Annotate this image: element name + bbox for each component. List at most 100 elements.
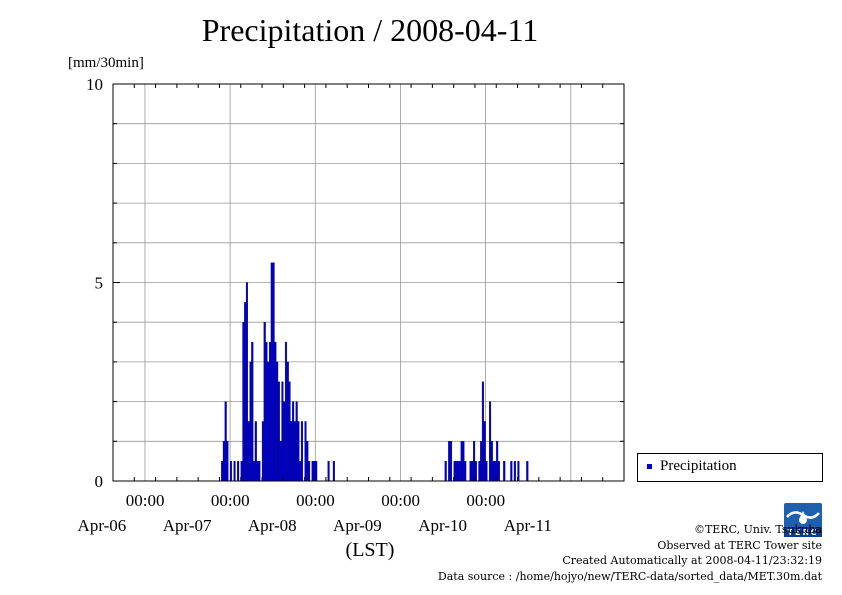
observation-site-text: Observed at TERC Tower site bbox=[657, 538, 822, 552]
precipitation-bar bbox=[293, 421, 296, 482]
created-timestamp-text: Created Automatically at 2008-04-11/23:3… bbox=[562, 554, 822, 567]
legend-swatch bbox=[647, 464, 652, 469]
precipitation-bar bbox=[526, 460, 529, 482]
precipitation-bar bbox=[313, 460, 316, 482]
precipitation-bar bbox=[261, 421, 264, 482]
y-tick-label: 5 bbox=[95, 274, 104, 293]
precipitation-bar bbox=[481, 381, 484, 482]
y-axis-unit: [mm/30min] bbox=[68, 55, 144, 71]
legend-label: Precipitation bbox=[660, 458, 737, 474]
precipitation-bar bbox=[256, 460, 259, 482]
precipitation-bar bbox=[226, 441, 229, 482]
svg-text:TERC: TERC bbox=[788, 528, 819, 537]
x-date-label: Apr-09 bbox=[333, 516, 382, 535]
x-axis-label: (LST) bbox=[346, 539, 395, 561]
precipitation-bar bbox=[251, 341, 254, 482]
precipitation-bar bbox=[292, 401, 295, 482]
x-date-label: Apr-08 bbox=[248, 516, 297, 535]
precipitation-bar bbox=[315, 460, 318, 482]
precipitation-bar bbox=[258, 460, 261, 482]
precipitation-bar bbox=[308, 460, 311, 482]
precipitation-bar bbox=[233, 460, 236, 482]
precipitation-bar bbox=[270, 262, 273, 482]
precipitation-bar bbox=[332, 460, 335, 482]
precipitation-bar bbox=[224, 401, 227, 482]
precipitation-bar bbox=[455, 460, 458, 482]
x-time-label: 00:00 bbox=[126, 491, 165, 510]
legend: Precipitation bbox=[637, 453, 823, 482]
copyright-text: ©TERC, Univ. Tsukuba bbox=[693, 523, 822, 536]
precipitation-bar bbox=[254, 421, 257, 482]
precipitation-bar bbox=[304, 421, 307, 482]
chart-title: Precipitation / 2008-04-11 bbox=[201, 12, 539, 48]
precipitation-bar bbox=[496, 441, 499, 482]
precipitation-bar bbox=[449, 441, 453, 482]
precipitation-bar bbox=[279, 441, 282, 482]
y-tick-label: 0 bbox=[95, 472, 104, 491]
precipitation-bar bbox=[297, 421, 300, 482]
y-tick-label: 10 bbox=[86, 75, 103, 94]
precipitation-bar bbox=[458, 460, 461, 482]
precipitation-bar bbox=[237, 460, 240, 482]
precipitation-bar bbox=[242, 322, 245, 482]
precipitation-bar bbox=[286, 361, 289, 482]
x-date-label: Apr-11 bbox=[504, 516, 552, 535]
precipitation-bar bbox=[457, 460, 460, 482]
precipitation-bar bbox=[448, 441, 451, 482]
precipitation-bar bbox=[489, 401, 492, 482]
precipitation-bar bbox=[460, 441, 463, 482]
precipitation-bar bbox=[283, 401, 286, 482]
precipitation-bar bbox=[492, 460, 495, 482]
terc-logo: TERC bbox=[784, 503, 822, 537]
precipitation-bar bbox=[253, 460, 256, 482]
precipitation-bar bbox=[274, 341, 277, 482]
precipitation-bar bbox=[473, 441, 476, 482]
precipitation-bar bbox=[263, 322, 266, 482]
precipitation-bar bbox=[510, 460, 513, 482]
axis-labels: 0 5 10 00:00 00:00 00:00 00:00 00:00 Apr-06 Apr-0… bbox=[78, 75, 552, 561]
precipitation-bar bbox=[244, 302, 247, 482]
data-source-text: Data source : /home/hojyo/new/TERC-data/… bbox=[437, 569, 822, 583]
precipitation-bar bbox=[327, 460, 330, 482]
precipitation-bar bbox=[471, 460, 474, 482]
precipitation-bar bbox=[478, 460, 481, 482]
precipitation-bar bbox=[497, 460, 500, 482]
precipitation-bar bbox=[483, 421, 486, 482]
axis-ticks bbox=[112, 83, 625, 482]
precipitation-bar bbox=[284, 341, 288, 482]
precipitation-bar bbox=[503, 460, 506, 482]
precipitation-bar bbox=[469, 460, 472, 482]
precipitation-bar bbox=[229, 460, 233, 482]
x-date-label: Apr-10 bbox=[418, 516, 467, 535]
precipitation-bar bbox=[267, 361, 270, 482]
precipitation-bar bbox=[485, 460, 488, 482]
precipitation-bar bbox=[295, 401, 298, 482]
precipitation-bar bbox=[265, 341, 268, 482]
precipitation-bar bbox=[221, 460, 224, 482]
precipitation-bar bbox=[290, 421, 293, 482]
precipitation-bar bbox=[268, 341, 272, 482]
precipitation-bar bbox=[300, 421, 304, 482]
precipitation-bar bbox=[222, 441, 225, 482]
x-date-label: Apr-07 bbox=[163, 516, 212, 535]
precipitation-bar bbox=[306, 441, 309, 482]
x-time-label: 00:00 bbox=[381, 491, 420, 510]
precipitation-bar bbox=[249, 361, 252, 482]
precipitation-bars bbox=[221, 262, 529, 482]
precipitation-bar bbox=[464, 460, 467, 482]
precipitation-bar bbox=[462, 441, 465, 482]
precipitation-bar bbox=[480, 441, 483, 482]
precipitation-bar bbox=[311, 460, 314, 482]
x-date-label: Apr-06 bbox=[78, 516, 127, 535]
precipitation-bar bbox=[272, 262, 275, 482]
precipitation-bar bbox=[513, 460, 516, 482]
x-time-label: 00:00 bbox=[296, 491, 335, 510]
grid-lines bbox=[113, 84, 624, 481]
precipitation-bar bbox=[277, 381, 280, 482]
precipitation-bar bbox=[444, 460, 447, 482]
x-time-label: 00:00 bbox=[211, 491, 250, 510]
x-time-label: 00:00 bbox=[466, 491, 505, 510]
precipitation-bar bbox=[281, 381, 284, 482]
credits: ©TERC, Univ. Tsukuba Observed at TERC To… bbox=[438, 522, 822, 584]
